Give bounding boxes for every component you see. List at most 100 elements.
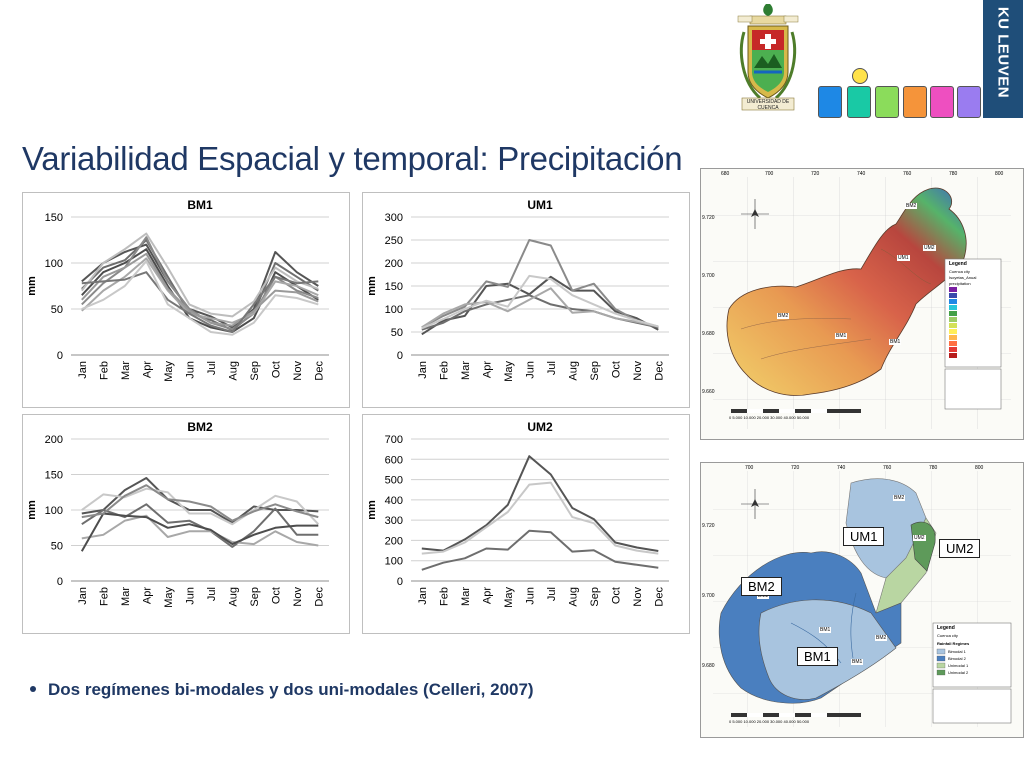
y-tick-label: 200	[385, 258, 403, 270]
color-square-2	[847, 86, 871, 118]
university-logo-text: UNIVERSIDAD DE CUENCA	[746, 99, 790, 111]
callout-bm2: BM2	[741, 577, 782, 596]
x-tick-label: Jun	[524, 361, 536, 379]
series-line-2	[421, 529, 659, 571]
x-tick-label: Jul	[546, 587, 558, 601]
y-tick-label: 100	[385, 556, 403, 568]
y-tick-label: 600	[385, 454, 403, 466]
x-tick-label: Mar	[120, 587, 132, 606]
regime-inner-label: BM1	[819, 627, 832, 633]
y-tick-label: 100	[45, 258, 63, 270]
regime-inner-label: UM2	[913, 535, 926, 541]
map-x-tick-5: 760	[903, 171, 912, 177]
y-tick-label: 50	[391, 327, 403, 339]
color-square-4	[903, 86, 927, 118]
x-tick-label: Dec	[653, 587, 665, 607]
x-tick-label: Jan	[417, 587, 429, 605]
y-tick-label: 0	[57, 350, 63, 362]
regime-legend-item: Bimodal 2	[948, 656, 966, 661]
chart-title: UM1	[527, 198, 553, 212]
y-tick-label: 500	[385, 475, 403, 487]
x-tick-label: Nov	[292, 587, 304, 607]
x-tick-label: Sep	[249, 587, 261, 607]
regime-inner-label: BM1	[851, 659, 864, 665]
y-tick-label: 50	[51, 304, 63, 316]
y-tick-label: 150	[385, 281, 403, 293]
x-tick-label: Dec	[653, 361, 665, 381]
chart-panel-bm2: BM2 0 50 100 150 200 mm Jan Feb Mar Apr May Jun Jul Au…	[22, 414, 350, 634]
regime-legend-item: Unimodal 1	[948, 663, 969, 668]
x-tick-label: Jun	[524, 587, 536, 605]
map-scalebar-text: 0 5.000 10.000 20.000 30.000 40.000 50.0…	[729, 415, 810, 420]
color-square-3	[875, 86, 899, 118]
x-tick-label: Jul	[546, 361, 558, 375]
y-tick-label: 300	[385, 212, 403, 224]
precipitation-map-svg	[713, 177, 1011, 429]
series-line-2	[421, 239, 659, 329]
colored-figures-logo	[816, 66, 981, 120]
x-tick-label: Mar	[120, 361, 132, 380]
y-tick-label: 700	[385, 434, 403, 446]
legend-swatch-bimodal-1	[936, 648, 946, 655]
chart-panel-um2: UM2 0 100 200 300 400 500 600 700 mm Jan Feb Mar Apr M…	[362, 414, 690, 634]
x-tick-label: May	[503, 361, 515, 382]
map-region-label: UM1	[897, 255, 910, 261]
legend-swatch-unimodal-1	[936, 662, 946, 669]
x-tick-label: Jan	[77, 587, 89, 605]
y-tick-label: 400	[385, 495, 403, 507]
y-tick-label: 250	[385, 235, 403, 247]
x-tick-label: Jan	[417, 361, 429, 379]
map-region-label: BM2	[905, 203, 918, 209]
x-tick-label: Aug	[567, 587, 579, 607]
x-tick-label: Feb	[98, 361, 110, 380]
x-tick-label: Sep	[249, 361, 261, 381]
color-square-6	[957, 86, 981, 118]
x-tick-label: Nov	[632, 361, 644, 381]
y-axis-label: mm	[366, 500, 378, 520]
x-tick-label: Feb	[438, 587, 450, 606]
y-tick-label: 0	[397, 350, 403, 362]
regime-legend-item: Rainfall Regimes	[937, 641, 970, 646]
ku-leuven-logo-text: KU LEUVEN	[994, 6, 1012, 99]
map-x-tick-4: 740	[857, 171, 866, 177]
figure-head	[852, 68, 868, 84]
regime-y-tick: 9.680	[702, 663, 715, 669]
x-tick-label: Oct	[610, 361, 622, 378]
x-tick-label: Apr	[141, 587, 153, 604]
x-tick-label: Dec	[313, 587, 325, 607]
y-axis-label: mm	[366, 276, 378, 296]
regime-legend-item: Unimodal 2	[948, 670, 969, 675]
series-line-3	[421, 481, 659, 555]
x-tick-label: Aug	[227, 361, 239, 381]
series-line-1	[81, 477, 319, 524]
series-line-1	[81, 243, 319, 329]
callout-um2: UM2	[939, 539, 981, 558]
x-tick-label: Jul	[206, 587, 218, 601]
regime-x-tick: 720	[791, 465, 800, 471]
regime-x-tick: 780	[929, 465, 938, 471]
x-tick-label: Jan	[77, 361, 89, 379]
series-line-3	[81, 514, 319, 547]
x-tick-label: Jun	[184, 361, 196, 379]
x-tick-label: Jul	[206, 361, 218, 375]
series-line-9	[81, 260, 319, 336]
regime-legend-box	[932, 622, 1012, 688]
regime-y-tick: 9.700	[702, 593, 715, 599]
y-tick-label: 0	[57, 576, 63, 588]
y-tick-label: 0	[397, 576, 403, 588]
map-y-tick-2: 9.700	[702, 273, 715, 279]
regime-inner-label: BM2	[875, 635, 888, 641]
series-line-7	[81, 252, 319, 327]
map-x-tick-3: 720	[811, 171, 820, 177]
series-line-5	[80, 512, 319, 552]
color-square-1	[818, 86, 842, 118]
y-tick-label: 200	[385, 535, 403, 547]
chart-bm1: BM1 0 50 100 150 mm Jan Feb Mar Apr May Jun Jul Aug Se…	[26, 198, 329, 382]
regime-legend-title: Legend	[937, 625, 955, 631]
series-line-6	[81, 484, 319, 522]
map-region-label: BM1	[835, 333, 848, 339]
bullet-point: Dos regímenes bi-modales y dos uni-modal…	[30, 680, 534, 700]
x-tick-label: Sep	[589, 587, 601, 607]
x-tick-label: Mar	[460, 361, 472, 380]
ku-leuven-logo: KU LEUVEN	[983, 0, 1023, 118]
